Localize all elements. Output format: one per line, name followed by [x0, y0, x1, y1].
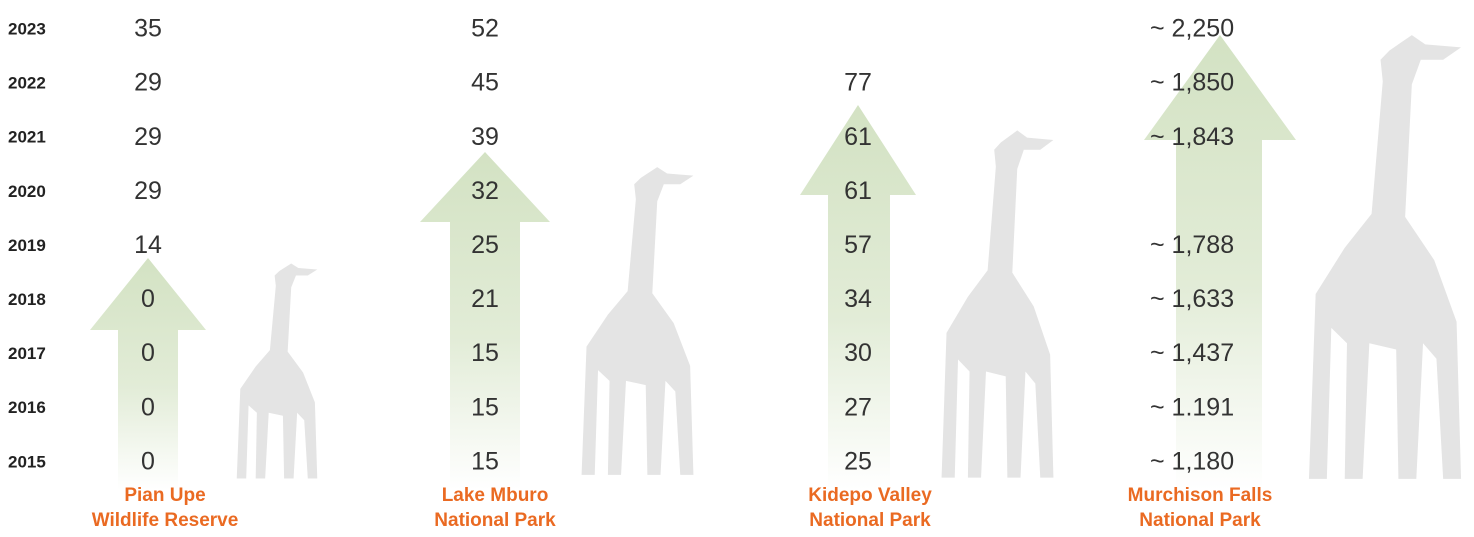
giraffe-icon [237, 263, 318, 478]
park-name: Pian Upe [124, 485, 205, 506]
park-name: Murchison Falls [1128, 485, 1273, 506]
park-name: National Park [434, 510, 556, 531]
count: 29 [134, 177, 162, 205]
count: 32 [471, 177, 499, 205]
count: 27 [844, 393, 872, 421]
giraffe-icon [582, 167, 694, 475]
count: 15 [471, 393, 499, 421]
count: 39 [471, 123, 499, 151]
count: 0 [141, 447, 155, 475]
count: 0 [141, 339, 155, 367]
count: 25 [471, 231, 499, 259]
giraffe-icon [1309, 35, 1461, 479]
count: ~ 1,633 [1150, 285, 1234, 313]
count: ~ 1,850 [1150, 69, 1234, 97]
giraffe-icon [942, 130, 1054, 477]
count: ~ 1,437 [1150, 339, 1234, 367]
count: 15 [471, 339, 499, 367]
park-name: National Park [1139, 510, 1261, 531]
arrows [90, 35, 1296, 490]
count: 29 [134, 123, 162, 151]
year-label: 2015 [8, 452, 46, 471]
infographic: 2023 2022 2021 2020 2019 2018 2017 2016 2015 35 29… [0, 0, 1474, 537]
year-label: 2017 [8, 344, 46, 363]
count: 35 [134, 15, 162, 43]
count: 45 [471, 69, 499, 97]
year-label: 2021 [8, 128, 46, 147]
count: ~ 1,180 [1150, 447, 1234, 475]
arrow [1144, 35, 1296, 490]
count: 61 [844, 177, 872, 205]
year-label: 2018 [8, 290, 46, 309]
count: 61 [844, 123, 872, 151]
year-label: 2016 [8, 398, 46, 417]
count: ~ 1,843 [1150, 123, 1234, 151]
year-label: 2022 [8, 74, 46, 93]
park-name: Wildlife Reserve [92, 510, 239, 531]
count: 57 [844, 231, 872, 259]
count: 52 [471, 15, 499, 43]
count: 34 [844, 285, 872, 313]
count: ~ 2,250 [1150, 15, 1234, 43]
count: 29 [134, 69, 162, 97]
count: 25 [844, 447, 872, 475]
count: 77 [844, 69, 872, 97]
park-name: National Park [809, 510, 931, 531]
year-label: 2019 [8, 236, 46, 255]
year-label: 2023 [8, 19, 46, 38]
count: ~ 1,788 [1150, 231, 1234, 259]
count: 15 [471, 447, 499, 475]
park-name: Kidepo Valley [808, 485, 932, 506]
count: 0 [141, 285, 155, 313]
year-label: 2020 [8, 182, 46, 201]
count: 30 [844, 339, 872, 367]
count: 0 [141, 393, 155, 421]
count: 21 [471, 285, 499, 313]
count: ~ 1.191 [1150, 393, 1234, 421]
count: 14 [134, 231, 162, 259]
park-name: Lake Mburo [442, 485, 549, 506]
